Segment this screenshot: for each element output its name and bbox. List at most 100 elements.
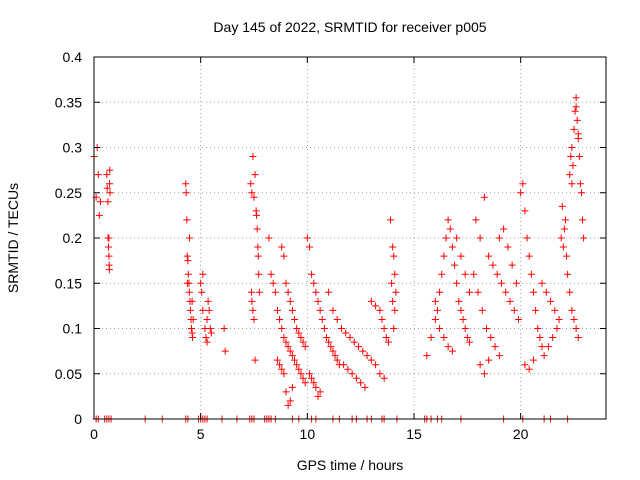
data-point [431,315,439,323]
data-point [312,383,320,391]
data-point [288,352,296,360]
data-point [337,325,345,332]
data-point [391,270,399,278]
y-tick-label: 0 [74,411,82,427]
data-point [273,356,281,364]
data-point [388,279,396,287]
data-point [333,356,341,364]
data-point [485,356,493,364]
data-point [572,94,580,102]
data-point [251,356,259,364]
data-point [568,306,576,314]
data-point [308,374,316,382]
data-point [527,270,535,278]
x-tick-label: 5 [197,426,205,442]
data-point [249,153,257,161]
data-point [389,297,397,305]
data-point [558,202,566,210]
data-point [271,288,279,296]
data-point [305,370,313,378]
data-point [390,325,398,332]
data-point [310,379,318,387]
data-point [444,216,452,224]
data-point [203,338,211,346]
data-point [580,234,588,242]
data-point [560,225,568,233]
data-point [265,234,273,242]
data-point [436,325,444,332]
data-point [579,216,587,224]
data-point [186,306,194,314]
data-point [301,343,309,351]
data-point [576,180,584,188]
data-point [310,279,318,287]
data-point [483,325,491,332]
data-point [472,216,480,224]
data-point [515,315,523,323]
data-point [380,325,388,332]
data-point [104,198,112,206]
data-point [453,279,461,287]
data-point [182,189,190,197]
data-point [495,352,503,360]
data-point [497,279,505,287]
data-point [103,171,111,179]
data-point [457,252,465,260]
data-point [525,252,533,260]
data-point [254,243,262,251]
data-point [221,347,229,355]
data-point [249,306,257,314]
data-point [94,171,102,179]
data-point [105,234,113,242]
data-point [352,374,360,382]
data-point [440,334,448,342]
data-point [491,343,499,351]
data-point [431,297,439,305]
data-point [372,302,380,310]
data-point [182,180,190,188]
data-point [350,338,358,346]
y-tick-label: 0.1 [63,321,83,337]
data-point [186,234,194,242]
data-point [308,270,316,278]
axis-ticks [93,56,606,420]
data-point [575,153,583,161]
data-point [316,388,324,396]
data-point [250,315,258,323]
data-point [286,347,294,355]
data-point [470,270,478,278]
data-point [282,338,290,346]
data-point [284,343,292,351]
data-point [276,361,284,369]
data-point [288,306,296,314]
data-point [455,297,463,305]
data-point [280,334,288,342]
data-point [389,243,397,251]
data-point [367,356,375,364]
data-point [392,288,400,296]
data-point [248,297,256,305]
data-point [529,356,537,364]
y-tick-label: 0.35 [55,94,82,110]
data-point [282,279,290,287]
data-point [465,338,473,346]
data-point [276,315,284,323]
data-point [184,257,192,265]
data-point [461,325,469,332]
data-point [542,288,550,296]
data-point [198,288,206,296]
data-point [561,216,569,224]
data-point [448,243,456,251]
data-point [380,374,388,382]
data-point [568,144,576,151]
data-point [105,243,113,251]
x-tick-labels: 0 5 10 15 20 [90,426,529,442]
data-point [361,383,369,391]
data-point [521,361,529,369]
data-point [508,261,516,269]
data-point [544,343,552,351]
data-point [197,279,205,287]
data-point [551,306,559,314]
data-point [103,184,111,192]
data-point [384,338,392,346]
